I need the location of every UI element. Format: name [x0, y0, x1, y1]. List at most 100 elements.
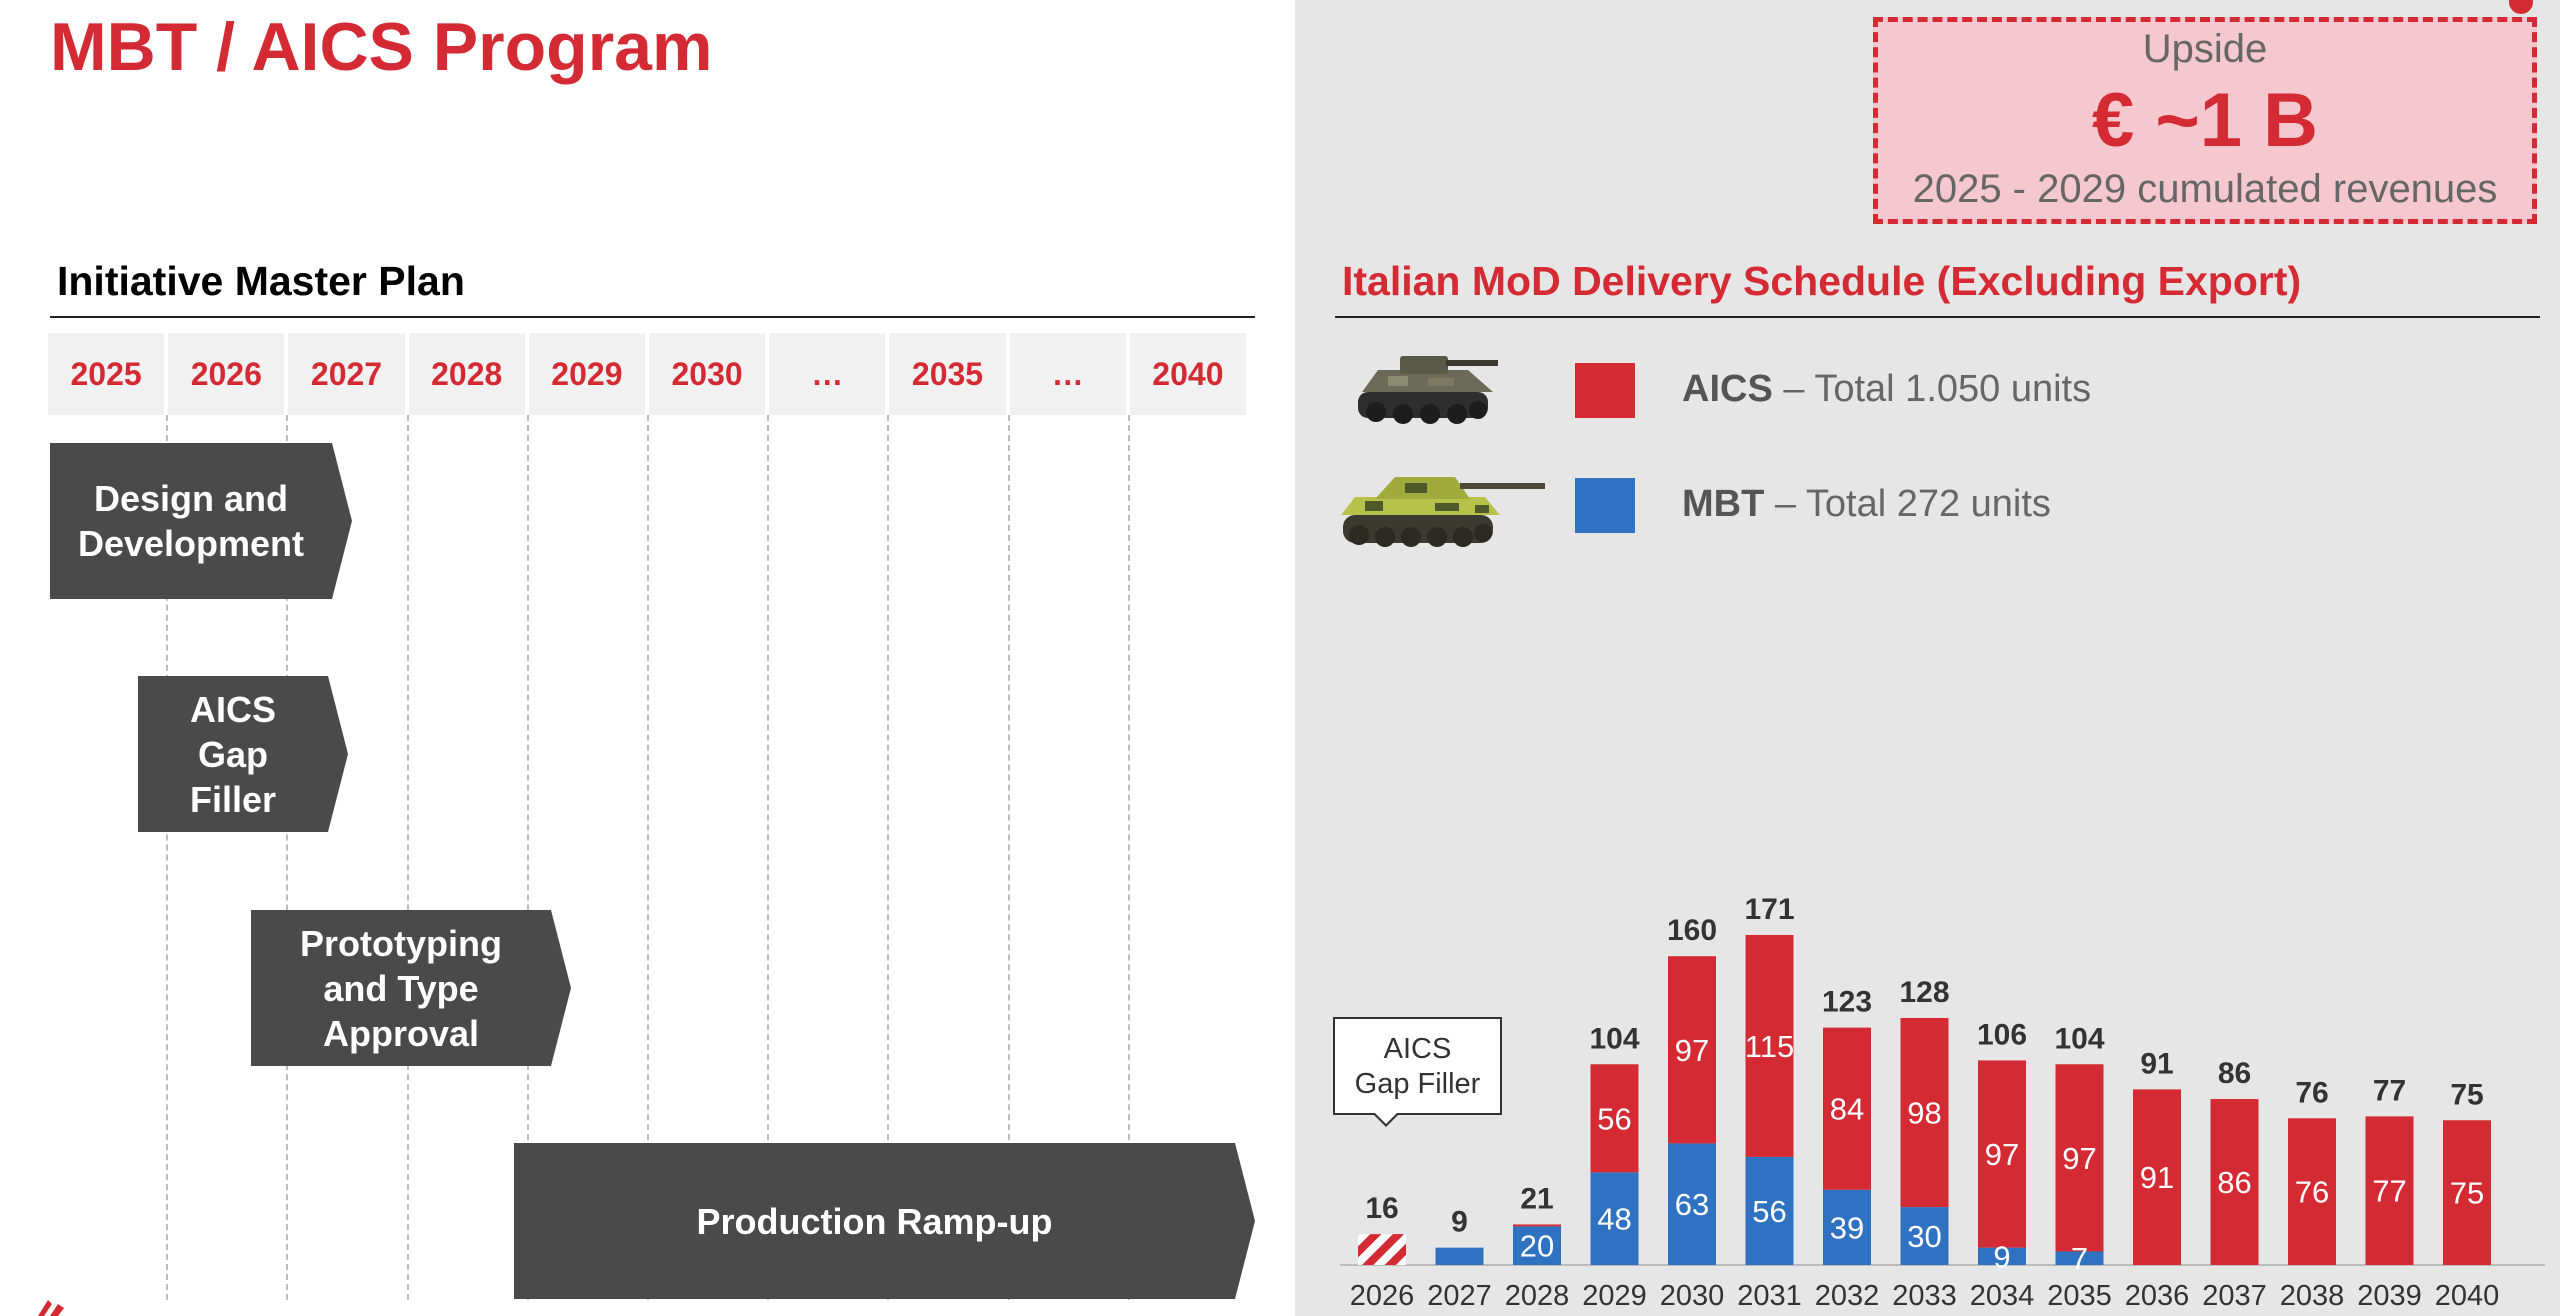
timeline-year-0: 2025: [48, 333, 165, 415]
label-mbt-2028: 20: [1520, 1229, 1554, 1264]
upside-caption: 2025 - 2029 cumulated revenues: [1912, 167, 2498, 211]
label-aics-2037: 86: [2217, 1165, 2251, 1200]
legend-rest-aics: – Total 1.050 units: [1772, 368, 2092, 410]
upside-label: Upside: [2142, 27, 2268, 71]
label-aics-2035: 97: [2062, 1141, 2096, 1176]
timeline-year-6: …: [769, 333, 886, 415]
tick-2027: 2027: [1427, 1280, 1492, 1312]
total-2031: 171: [1744, 893, 1794, 926]
phase-label-1: AICS Gap Filler: [189, 688, 277, 820]
tick-2028: 2028: [1505, 1280, 1570, 1312]
phase-arrow-shape-0: [50, 443, 352, 599]
timeline-year-9: 2040: [1129, 333, 1246, 415]
timeline-divider-8: [1007, 415, 1010, 1300]
bar-aics-2037: [2210, 1099, 2259, 1265]
timeline-divider-3: [406, 415, 409, 1300]
tick-2038: 2038: [2280, 1280, 2345, 1312]
timeline-year-7: 2035: [889, 333, 1006, 415]
bar-aics-2039: [2365, 1116, 2414, 1265]
bar-mbt-2033: [1900, 1207, 1949, 1265]
total-2029: 104: [1589, 1022, 1639, 1055]
legend-swatch-aics: [1575, 363, 1635, 418]
phase-arrow-shape-3: [514, 1143, 1255, 1299]
tick-2032: 2032: [1815, 1280, 1880, 1312]
phase-0: Design and Development: [50, 443, 352, 599]
timeline-year-2: 2027: [288, 333, 405, 415]
total-2032: 123: [1822, 986, 1872, 1019]
bar-aics-2028: [1513, 1224, 1561, 1227]
legend-swatch-mbt: [1575, 478, 1635, 533]
timeline-divider-9: [1127, 415, 1130, 1300]
bar-mbt-2034: [1978, 1247, 2026, 1265]
bar-aics-2035: [2055, 1064, 2104, 1252]
bar-aics-2030: [1668, 956, 1716, 1144]
label-aics-2033: 98: [1907, 1096, 1941, 1131]
label-mbt-2033: 30: [1907, 1219, 1941, 1254]
phase-1: AICS Gap Filler: [138, 676, 348, 832]
bar-mbt-2029: [1590, 1172, 1639, 1265]
bar-mbt-2031: [1745, 1156, 1794, 1265]
phase-label-2: Prototyping and Type Approval: [300, 922, 502, 1054]
timeline-divider-2: [286, 415, 289, 1300]
master-plan-rule: [50, 316, 1255, 318]
total-2037: 86: [2218, 1057, 2251, 1090]
timeline-year-1: 2026: [168, 333, 285, 415]
legend-key-mbt: MBT: [1682, 483, 1765, 525]
total-2036: 91: [2140, 1047, 2173, 1080]
label-aics-2036: 91: [2140, 1160, 2174, 1195]
bar-aics-2033: [1900, 1017, 1949, 1208]
bar-aics-2036: [2133, 1089, 2181, 1265]
tick-2029: 2029: [1582, 1280, 1647, 1312]
label-mbt-2035: 7: [2071, 1241, 2088, 1276]
tick-2026: 2026: [1350, 1280, 1415, 1312]
bar-mbt-2028: [1513, 1226, 1561, 1265]
phase-label-3: Production Ramp-up: [696, 1200, 1053, 1242]
total-2035: 104: [2054, 1022, 2104, 1055]
delivery-chart: 1620269202720212028485610420296397160203…: [1340, 893, 2545, 1312]
label-aics-2038: 76: [2295, 1175, 2329, 1210]
timeline-divider-7: [887, 415, 890, 1300]
tick-2031: 2031: [1737, 1280, 1802, 1312]
phase-arrow-shape-2: [251, 910, 571, 1066]
total-2028: 21: [1520, 1182, 1553, 1215]
bar-aics-2031: [1745, 934, 1794, 1157]
phase-3: Production Ramp-up: [514, 1143, 1255, 1299]
label-aics-2031: 115: [1745, 1029, 1794, 1064]
bar-aics-2032: [1823, 1027, 1871, 1190]
legend-item-aics: AICS – Total 1.050 units: [1682, 368, 2091, 411]
label-mbt-2031: 56: [1752, 1194, 1786, 1229]
label-aics-2040: 75: [2450, 1176, 2484, 1211]
tick-2033: 2033: [1892, 1280, 1957, 1312]
total-2027: 9: [1451, 1206, 1468, 1239]
bar-aics-2029: [1590, 1064, 1639, 1173]
upside-value: € ~1 B: [2091, 78, 2319, 163]
label-aics-2034: 97: [1985, 1137, 2019, 1172]
bar-aics-2026: [1358, 1234, 1406, 1265]
label-mbt-2032: 39: [1830, 1210, 1864, 1245]
tick-2035: 2035: [2047, 1280, 2112, 1312]
tick-2030: 2030: [1660, 1280, 1725, 1312]
timeline-year-4: 2029: [528, 333, 645, 415]
label-aics-2029: 56: [1597, 1101, 1631, 1136]
timeline-year-3: 2028: [408, 333, 525, 415]
total-2033: 128: [1899, 976, 1949, 1009]
total-2039: 77: [2373, 1074, 2406, 1107]
bar-mbt-2035: [2055, 1251, 2104, 1265]
total-2038: 76: [2295, 1076, 2328, 1109]
mbt-tank-icon: [1341, 477, 1545, 547]
upside-handle-dot: [2509, 0, 2533, 14]
delivery-title: Italian MoD Delivery Schedule (Excluding…: [1342, 258, 2302, 304]
phase-2: Prototyping and Type Approval: [251, 910, 571, 1066]
gap-filler-callout: AICS Gap Filler: [1333, 1017, 1502, 1115]
bar-mbt-2030: [1668, 1143, 1716, 1265]
total-2040: 75: [2450, 1078, 2483, 1111]
tick-2034: 2034: [1970, 1280, 2035, 1312]
tick-2036: 2036: [2125, 1280, 2190, 1312]
tick-2040: 2040: [2435, 1280, 2500, 1312]
bar-mbt-2032: [1823, 1189, 1871, 1265]
total-2034: 106: [1977, 1018, 2027, 1051]
phase-arrow-shape-1: [138, 676, 348, 832]
timeline-year-5: 2030: [649, 333, 766, 415]
phase-label-0: Design and Development: [77, 478, 305, 564]
label-mbt-2034: 9: [1993, 1239, 2010, 1274]
